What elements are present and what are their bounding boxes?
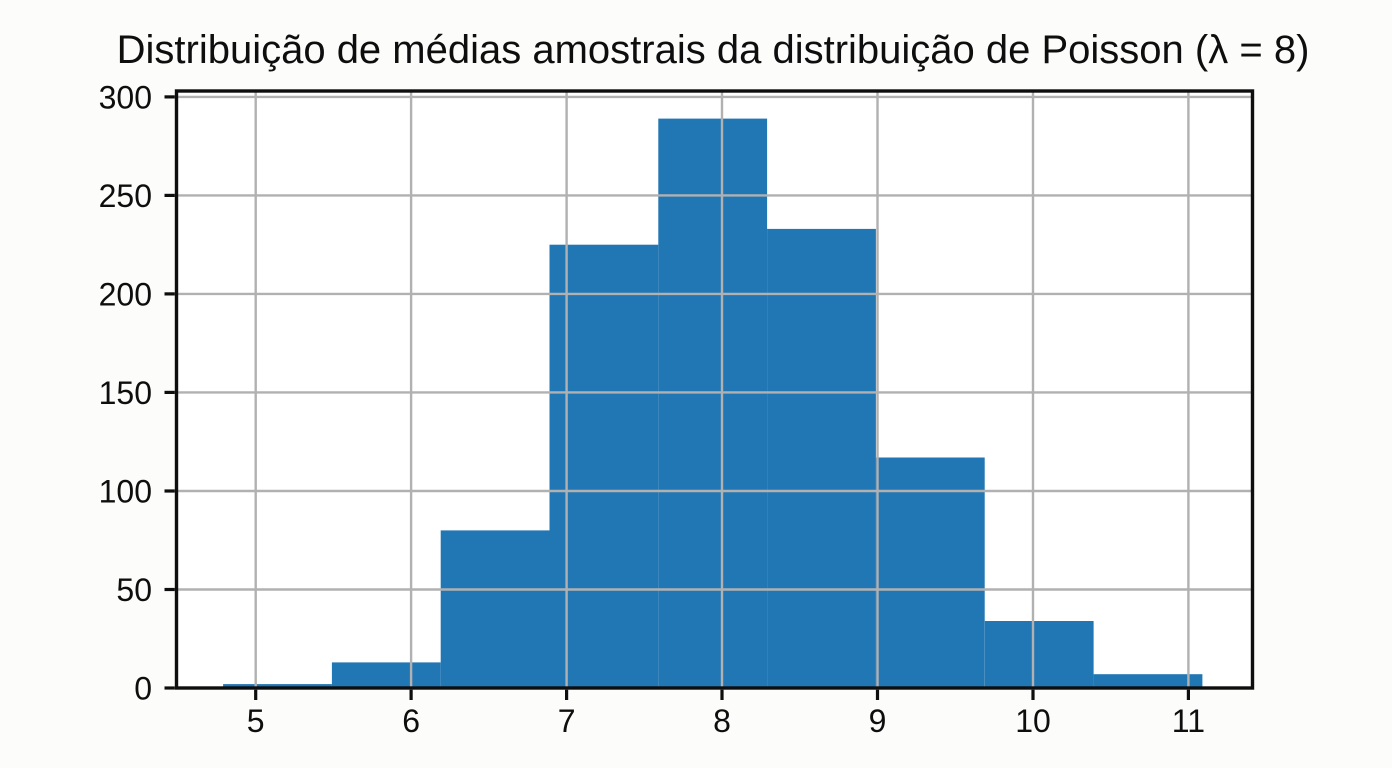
svg-text:7: 7 (558, 703, 576, 739)
svg-text:100: 100 (99, 474, 152, 510)
svg-text:6: 6 (402, 703, 420, 739)
svg-text:300: 300 (99, 79, 152, 115)
svg-text:150: 150 (99, 375, 152, 411)
svg-text:5: 5 (247, 703, 265, 739)
svg-text:Distribuição de médias amostra: Distribuição de médias amostrais da dist… (117, 28, 1310, 72)
svg-text:250: 250 (99, 178, 152, 214)
svg-text:8: 8 (713, 703, 731, 739)
svg-text:11: 11 (1172, 703, 1205, 739)
svg-text:50: 50 (116, 572, 152, 608)
svg-text:200: 200 (99, 276, 152, 312)
svg-text:0: 0 (134, 671, 152, 707)
svg-text:10: 10 (1015, 703, 1051, 739)
svg-text:9: 9 (869, 703, 887, 739)
